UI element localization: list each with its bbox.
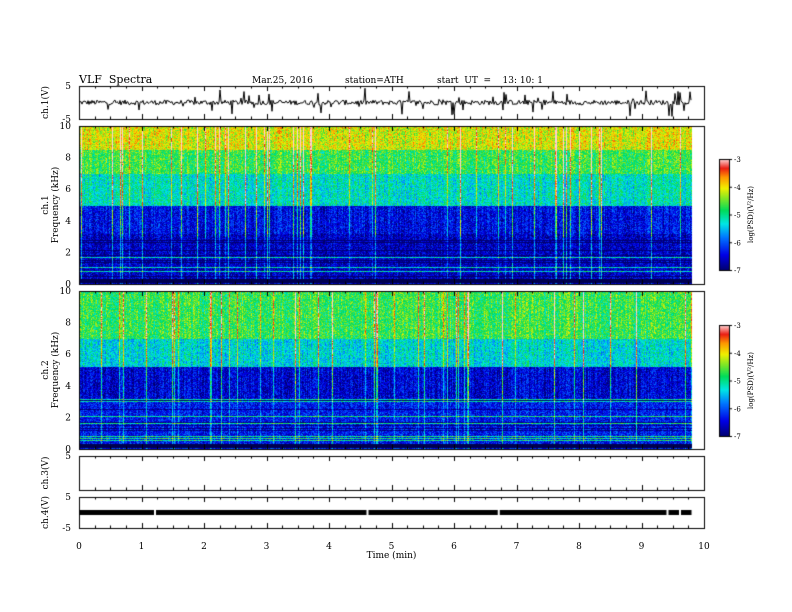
y-tick-label: 4 bbox=[65, 217, 71, 227]
colorbar-tick-label: -3 bbox=[734, 322, 741, 330]
x-tick-label: 7 bbox=[514, 542, 520, 552]
x-tick-label: 9 bbox=[639, 542, 645, 552]
y-tick-label: 8 bbox=[65, 154, 71, 164]
colorbar-tick-label: -4 bbox=[734, 350, 741, 358]
colorbar-tick-label: -6 bbox=[734, 405, 741, 413]
colorbar-tick-label: -7 bbox=[734, 433, 741, 441]
colorbar-tick-label: -5 bbox=[734, 212, 741, 220]
y-axis-label: Frequency (kHz) bbox=[50, 332, 61, 409]
y-tick-label: 5 bbox=[65, 493, 71, 503]
x-tick-label: 2 bbox=[201, 542, 207, 552]
x-tick-label: 5 bbox=[389, 542, 395, 552]
y-axis-label: ch.2 bbox=[41, 360, 51, 379]
y-tick-label: 5 bbox=[65, 452, 71, 462]
y-tick-label: 4 bbox=[65, 382, 71, 392]
y-tick-label: 6 bbox=[65, 185, 71, 195]
y-tick-label: 0 bbox=[65, 280, 71, 290]
x-tick-label: 0 bbox=[76, 542, 82, 552]
y-tick-label: -5 bbox=[62, 524, 71, 534]
x-tick-label: 10 bbox=[698, 542, 710, 552]
y-tick-label: 8 bbox=[65, 319, 71, 329]
y-axis-label: ch.3(V) bbox=[40, 457, 51, 490]
y-axis-label: ch.1(V) bbox=[40, 86, 51, 119]
y-axis-label: ch.1 bbox=[41, 195, 51, 214]
y-tick-label: 5 bbox=[65, 82, 71, 92]
date-label: Mar.25, 2016 bbox=[252, 76, 313, 86]
y-tick-label: 0 bbox=[65, 445, 71, 455]
x-tick-label: 1 bbox=[139, 542, 145, 552]
colorbar-tick-label: -6 bbox=[734, 239, 741, 247]
x-tick-label: 8 bbox=[576, 542, 582, 552]
y-tick-label: -5 bbox=[62, 115, 71, 125]
y-axis-label: ch.4(V) bbox=[40, 496, 51, 529]
x-tick-label: 3 bbox=[264, 542, 270, 552]
colorbar-tick-label: -3 bbox=[734, 156, 741, 164]
colorbar-tick-label: -4 bbox=[734, 184, 741, 192]
y-tick-label: 10 bbox=[60, 287, 72, 297]
y-tick-label: 2 bbox=[65, 413, 71, 423]
start-time-label: start UT = 13: 10: 1 bbox=[437, 76, 543, 86]
y-tick-label: 6 bbox=[65, 350, 71, 360]
station-label: station=ATH bbox=[345, 76, 404, 86]
x-axis-label: Time (min) bbox=[367, 550, 417, 561]
colorbar-tick-label: -5 bbox=[734, 378, 741, 386]
x-tick-label: 4 bbox=[326, 542, 332, 552]
colorbar-label: log(PSD)(V²/Hz) bbox=[747, 186, 755, 243]
x-tick-label: 6 bbox=[451, 542, 457, 552]
colorbar-label: log(PSD)(V²/Hz) bbox=[747, 352, 755, 409]
figure-title: VLF Spectra bbox=[79, 73, 153, 86]
y-tick-label: 2 bbox=[65, 248, 71, 258]
y-tick-label: 10 bbox=[60, 122, 72, 132]
y-axis-label: Frequency (kHz) bbox=[50, 167, 61, 244]
colorbar-tick-label: -7 bbox=[734, 267, 741, 275]
